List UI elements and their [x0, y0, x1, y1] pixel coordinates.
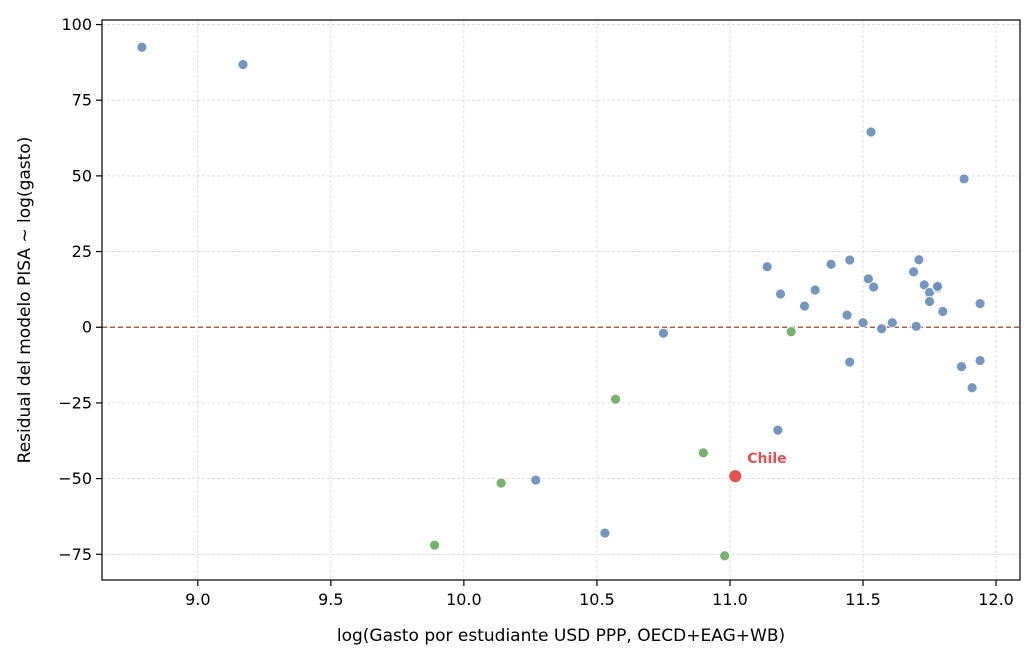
data-points	[136, 41, 986, 562]
data-point	[966, 382, 978, 394]
x-axis-title: log(Gasto por estudiante USD PPP, OECD+E…	[337, 626, 785, 646]
data-point	[697, 447, 709, 459]
data-point	[974, 355, 986, 366]
data-point	[495, 477, 507, 489]
data-point	[958, 173, 970, 185]
data-point	[932, 280, 943, 292]
data-point	[865, 126, 877, 138]
y-tick-label: 50	[72, 166, 92, 185]
x-tick-label: 11.0	[712, 590, 748, 609]
y-axis-title: Residual del modelo PISA ~ log(gasto)	[15, 137, 35, 464]
data-point	[857, 317, 869, 329]
data-point	[862, 273, 874, 285]
data-point	[785, 326, 797, 338]
x-tick-label: 11.5	[845, 590, 881, 609]
data-point	[924, 296, 935, 307]
x-tick-label: 10.5	[579, 590, 615, 609]
data-point	[237, 59, 249, 70]
y-tick-label: 0	[82, 318, 92, 337]
data-point	[761, 261, 773, 273]
y-tick-label: −75	[58, 545, 92, 564]
grid-lines	[102, 20, 1020, 580]
y-tick-label: −25	[58, 393, 92, 412]
data-point	[658, 327, 669, 339]
data-point	[918, 279, 930, 291]
data-point	[530, 474, 542, 486]
data-point	[868, 281, 880, 293]
highlight-point	[728, 469, 743, 484]
data-point	[937, 306, 949, 317]
y-tick-label: 100	[61, 15, 92, 34]
data-point	[772, 424, 784, 436]
data-point	[775, 288, 786, 300]
x-tick-label: 10.0	[446, 590, 482, 609]
x-tick-label: 9.5	[318, 590, 343, 609]
data-point	[886, 317, 898, 329]
x-tick-label: 9.0	[185, 590, 210, 609]
data-point	[610, 393, 621, 405]
plot-frame	[101, 19, 1021, 581]
data-point	[599, 527, 611, 539]
x-axis-ticks: 9.0 9.5 10.0 10.5 11.0 11.5 12.0	[185, 580, 1014, 609]
data-point	[844, 254, 856, 266]
data-point	[825, 258, 837, 270]
y-tick-label: 25	[72, 242, 92, 261]
data-point	[876, 323, 888, 335]
data-point	[844, 356, 856, 368]
y-axis-ticks: −75 −50 −25 0 25 50 75 100	[58, 15, 102, 564]
y-tick-label: 75	[72, 91, 92, 110]
data-point	[910, 320, 922, 332]
data-point	[809, 284, 821, 296]
data-point	[908, 266, 919, 278]
point-annotation: Chile	[747, 451, 786, 467]
data-point	[136, 41, 148, 53]
annotations: Chile	[747, 451, 786, 467]
data-point	[799, 300, 810, 312]
data-point	[974, 298, 986, 310]
data-point	[956, 361, 967, 372]
data-point	[429, 539, 441, 551]
x-tick-label: 12.0	[978, 590, 1014, 609]
y-tick-label: −50	[58, 469, 92, 488]
data-point	[719, 550, 731, 562]
data-point	[841, 309, 853, 321]
data-point	[913, 254, 925, 266]
